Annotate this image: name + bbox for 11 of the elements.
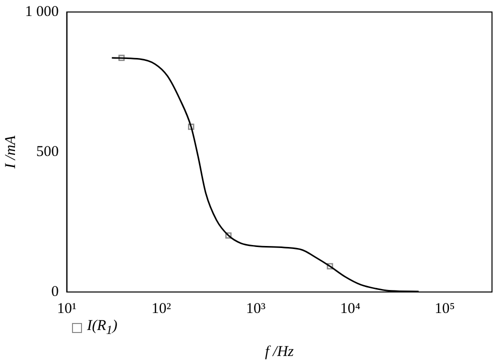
- y-tick-label: 1 000: [25, 4, 59, 20]
- legend-label: I(R$_{1}$): [87, 318, 118, 338]
- y-tick-label: 500: [36, 144, 59, 160]
- x-tick-label: 10⁵: [434, 300, 455, 317]
- y-tick-label: 0: [51, 284, 59, 300]
- x-tick-label: 10²: [152, 300, 172, 317]
- y-axis-title: I /mA: [2, 134, 19, 170]
- x-axis-title: f /Hz: [264, 344, 294, 360]
- x-tick-label: 10¹: [57, 300, 76, 317]
- x-tick-label: 10³: [246, 300, 266, 317]
- x-tick-label: 10⁴: [340, 300, 360, 317]
